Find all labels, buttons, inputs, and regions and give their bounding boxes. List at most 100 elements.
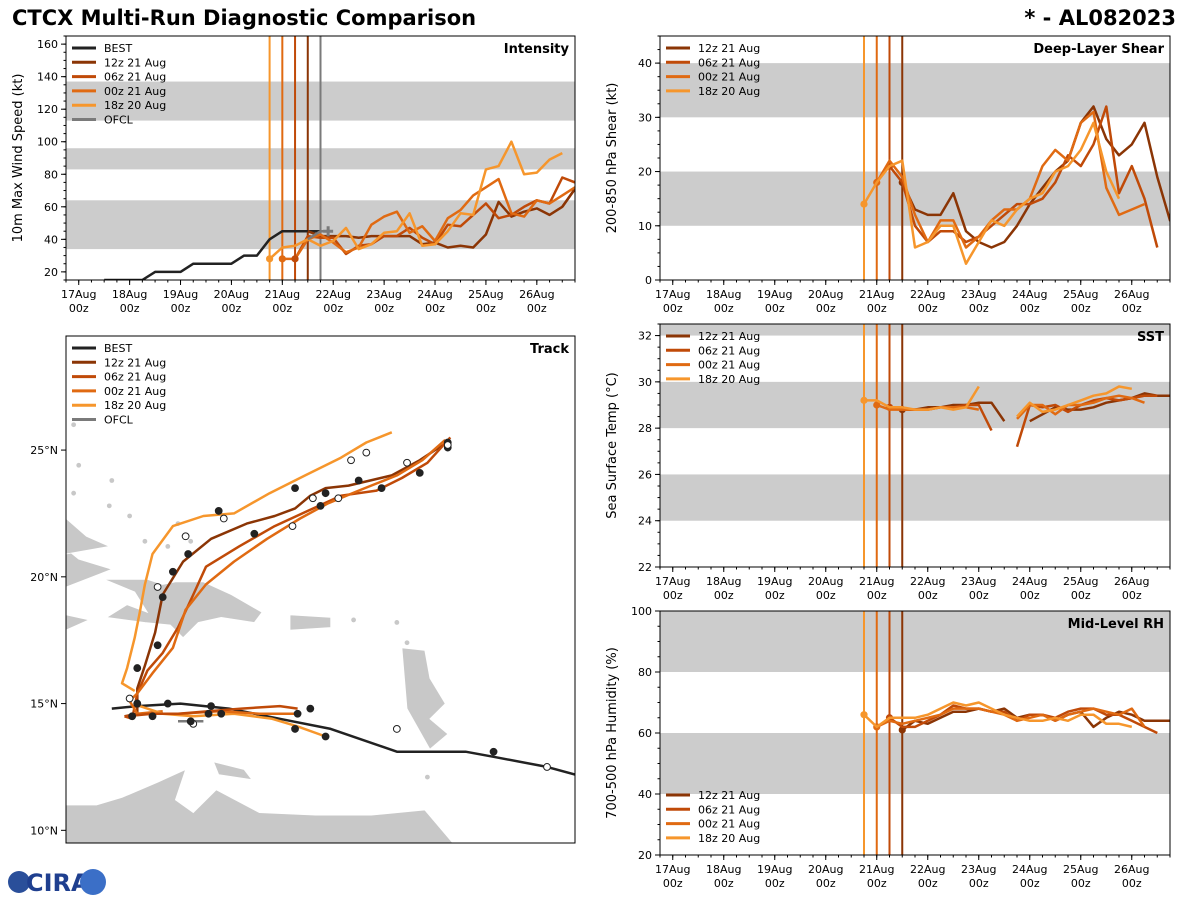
track-position-marker (334, 494, 343, 503)
intensity-panel: 20 40 60 80 100 120 140 160 17Aug 00z 18Aug 00z 19Au… (0, 30, 600, 330)
x-tick-label-date: 22Aug (910, 863, 945, 876)
island (71, 422, 77, 428)
series-line-06z-21-aug (888, 704, 1158, 735)
track-position-marker (321, 732, 330, 741)
plot-area (660, 36, 1170, 280)
y-tick-label: 80 (638, 666, 652, 679)
legend-label: 12z 21 Aug (698, 330, 760, 343)
x-tick-label-hour: 00z (1122, 302, 1142, 315)
threshold-band (660, 381, 1170, 429)
track-position-marker (207, 702, 215, 711)
series-line-12z-21-aug-tail (561, 187, 575, 208)
x-tick-label-hour: 00z (1020, 302, 1040, 315)
track-line-18z-20-aug (120, 431, 393, 692)
track-position-marker (128, 712, 137, 721)
series-line-12z-21-aug (901, 105, 1170, 249)
land-shape (212, 761, 253, 781)
land-shape (401, 647, 449, 750)
x-tick-label-hour: 00z (1122, 589, 1142, 602)
cira-logo-graphic: CIRA (8, 869, 106, 897)
y-tick-label: 80 (44, 168, 58, 181)
init-point (860, 200, 868, 208)
x-tick-label-date: 24Aug (1012, 288, 1047, 301)
y-axis-label: 700-500 hPa Humidity (%) (605, 647, 620, 819)
x-tick-label-hour: 00z (171, 302, 191, 315)
x-tick-label-date: 17Aug (61, 288, 96, 301)
x-tick-label-date: 20Aug (808, 575, 843, 588)
track-position-marker (133, 664, 142, 672)
x-tick-label-date: 18Aug (706, 575, 741, 588)
track-position-marker (293, 709, 302, 718)
x-tick-label-date: 22Aug (910, 288, 945, 301)
island (404, 640, 410, 646)
ofcl-marker (323, 226, 334, 237)
cira-logo: CIRA (4, 866, 108, 898)
lat-tick-label: 15°N (30, 698, 58, 711)
shear-panel: 0 10 20 30 40 17Aug 00z 18Aug 00z 19Aug 00z 20Aug 00… (600, 30, 1200, 330)
x-tick-label-hour: 00z (1122, 877, 1142, 890)
y-axis-label: 10m Max Wind Speed (kt) (11, 74, 26, 243)
x-tick-label-hour: 00z (867, 877, 887, 890)
land-shape (66, 614, 91, 631)
x-tick-label-hour: 00z (918, 589, 938, 602)
legend-label: 00z 21 Aug (698, 818, 760, 831)
track-panel: 10°N 15°N 20°N 25°N Track BEST 12z 21 Aug 06z 2… (0, 330, 600, 860)
track-position-marker (219, 514, 228, 523)
land-shape (66, 517, 111, 555)
y-tick-label: 20 (638, 849, 652, 862)
track-line-00z-21-aug (128, 438, 447, 715)
legend-label: 06z 21 Aug (698, 344, 760, 357)
track-position-marker (291, 725, 299, 733)
x-tick-label-date: 25Aug (1063, 575, 1098, 588)
threshold-band (660, 474, 1170, 521)
x-tick-label-date: 21Aug (859, 863, 894, 876)
y-tick-label: 22 (638, 561, 652, 574)
x-tick-label-hour: 00z (714, 589, 734, 602)
track-position-marker (443, 441, 452, 449)
island (109, 478, 115, 483)
y-tick-label: 60 (44, 201, 58, 214)
y-axis-label: 200-850 hPa Shear (kt) (605, 83, 620, 234)
series-line-18z-20-aug-b (1016, 385, 1133, 418)
panel-title: Mid-Level RH (1068, 617, 1164, 632)
track-position-marker (184, 550, 193, 558)
track-position-marker (392, 725, 401, 733)
x-tick-label-date: 17Aug (655, 288, 690, 301)
x-tick-label-hour: 00z (527, 302, 547, 315)
plot-area (660, 611, 1170, 855)
x-tick-label-date: 25Aug (1063, 288, 1098, 301)
x-tick-label-hour: 00z (222, 302, 242, 315)
y-tick-label: 20 (44, 266, 58, 279)
track-position-marker (403, 458, 411, 467)
x-tick-label-hour: 00z (816, 589, 836, 602)
legend-label: 00z 21 Aug (104, 385, 166, 398)
track-position-marker (186, 717, 195, 726)
plot-area (660, 324, 1170, 567)
x-tick-label-date: 19Aug (757, 288, 792, 301)
x-tick-label-date: 21Aug (265, 288, 300, 301)
sst-chart: 22242628303217Aug00z18Aug00z19Aug00z20Au… (605, 323, 1171, 602)
x-tick-label-hour: 00z (120, 302, 140, 315)
threshold-band (660, 63, 1170, 118)
intensity-chart: 2040608010012014016017Aug00z18Aug00z19Au… (11, 35, 576, 315)
x-tick-label-hour: 00z (969, 589, 989, 602)
land-shape (66, 548, 114, 588)
x-tick-label-hour: 00z (765, 589, 785, 602)
x-tick-label-hour: 00z (714, 877, 734, 890)
legend-label: OFCL (104, 414, 134, 427)
y-tick-label: 30 (638, 111, 652, 124)
y-tick-label: 100 (37, 136, 58, 149)
init-point (873, 401, 881, 409)
agency-seal-icon (80, 869, 106, 895)
x-tick-label-date: 21Aug (859, 288, 894, 301)
logo-text: CIRA (26, 869, 90, 897)
x-tick-label-date: 23Aug (961, 288, 996, 301)
x-tick-label-hour: 00z (765, 302, 785, 315)
init-point (278, 255, 286, 263)
y-axis-label: Sea Surface Temp (°C) (605, 372, 620, 519)
track-position-marker (168, 567, 177, 576)
y-tick-label: 24 (638, 515, 652, 528)
y-tick-label: 100 (631, 605, 652, 618)
track-line-12z-21-aug (124, 441, 449, 718)
